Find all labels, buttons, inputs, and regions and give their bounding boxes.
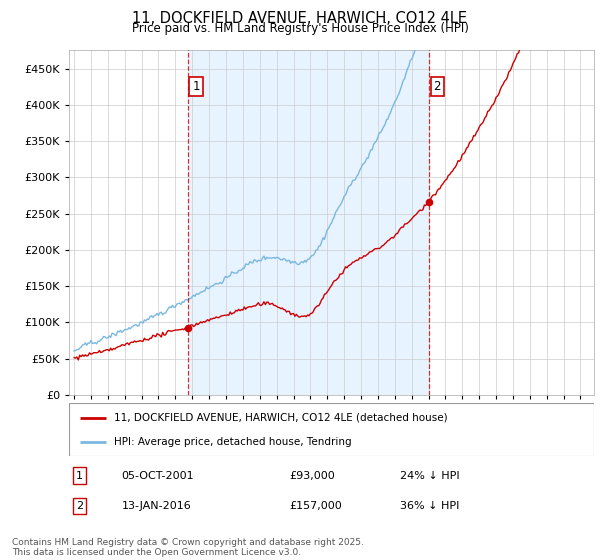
Text: £157,000: £157,000	[290, 501, 342, 511]
Text: 1: 1	[192, 80, 200, 93]
Text: 05-OCT-2001: 05-OCT-2001	[121, 470, 194, 480]
Text: 2: 2	[433, 80, 441, 93]
Text: 24% ↓ HPI: 24% ↓ HPI	[400, 470, 460, 480]
Text: £93,000: £93,000	[290, 470, 335, 480]
Text: 2: 2	[76, 501, 83, 511]
Text: Contains HM Land Registry data © Crown copyright and database right 2025.
This d: Contains HM Land Registry data © Crown c…	[12, 538, 364, 557]
Text: 11, DOCKFIELD AVENUE, HARWICH, CO12 4LE: 11, DOCKFIELD AVENUE, HARWICH, CO12 4LE	[133, 11, 467, 26]
Text: 11, DOCKFIELD AVENUE, HARWICH, CO12 4LE (detached house): 11, DOCKFIELD AVENUE, HARWICH, CO12 4LE …	[113, 413, 447, 423]
Point	[183, 323, 193, 332]
Bar	[188, 50, 429, 395]
Text: 36% ↓ HPI: 36% ↓ HPI	[400, 501, 459, 511]
FancyBboxPatch shape	[69, 403, 594, 456]
Text: HPI: Average price, detached house, Tendring: HPI: Average price, detached house, Tend…	[113, 437, 351, 447]
Point	[424, 198, 434, 207]
Text: 1: 1	[76, 470, 83, 480]
Text: 13-JAN-2016: 13-JAN-2016	[121, 501, 191, 511]
Text: Price paid vs. HM Land Registry's House Price Index (HPI): Price paid vs. HM Land Registry's House …	[131, 22, 469, 35]
